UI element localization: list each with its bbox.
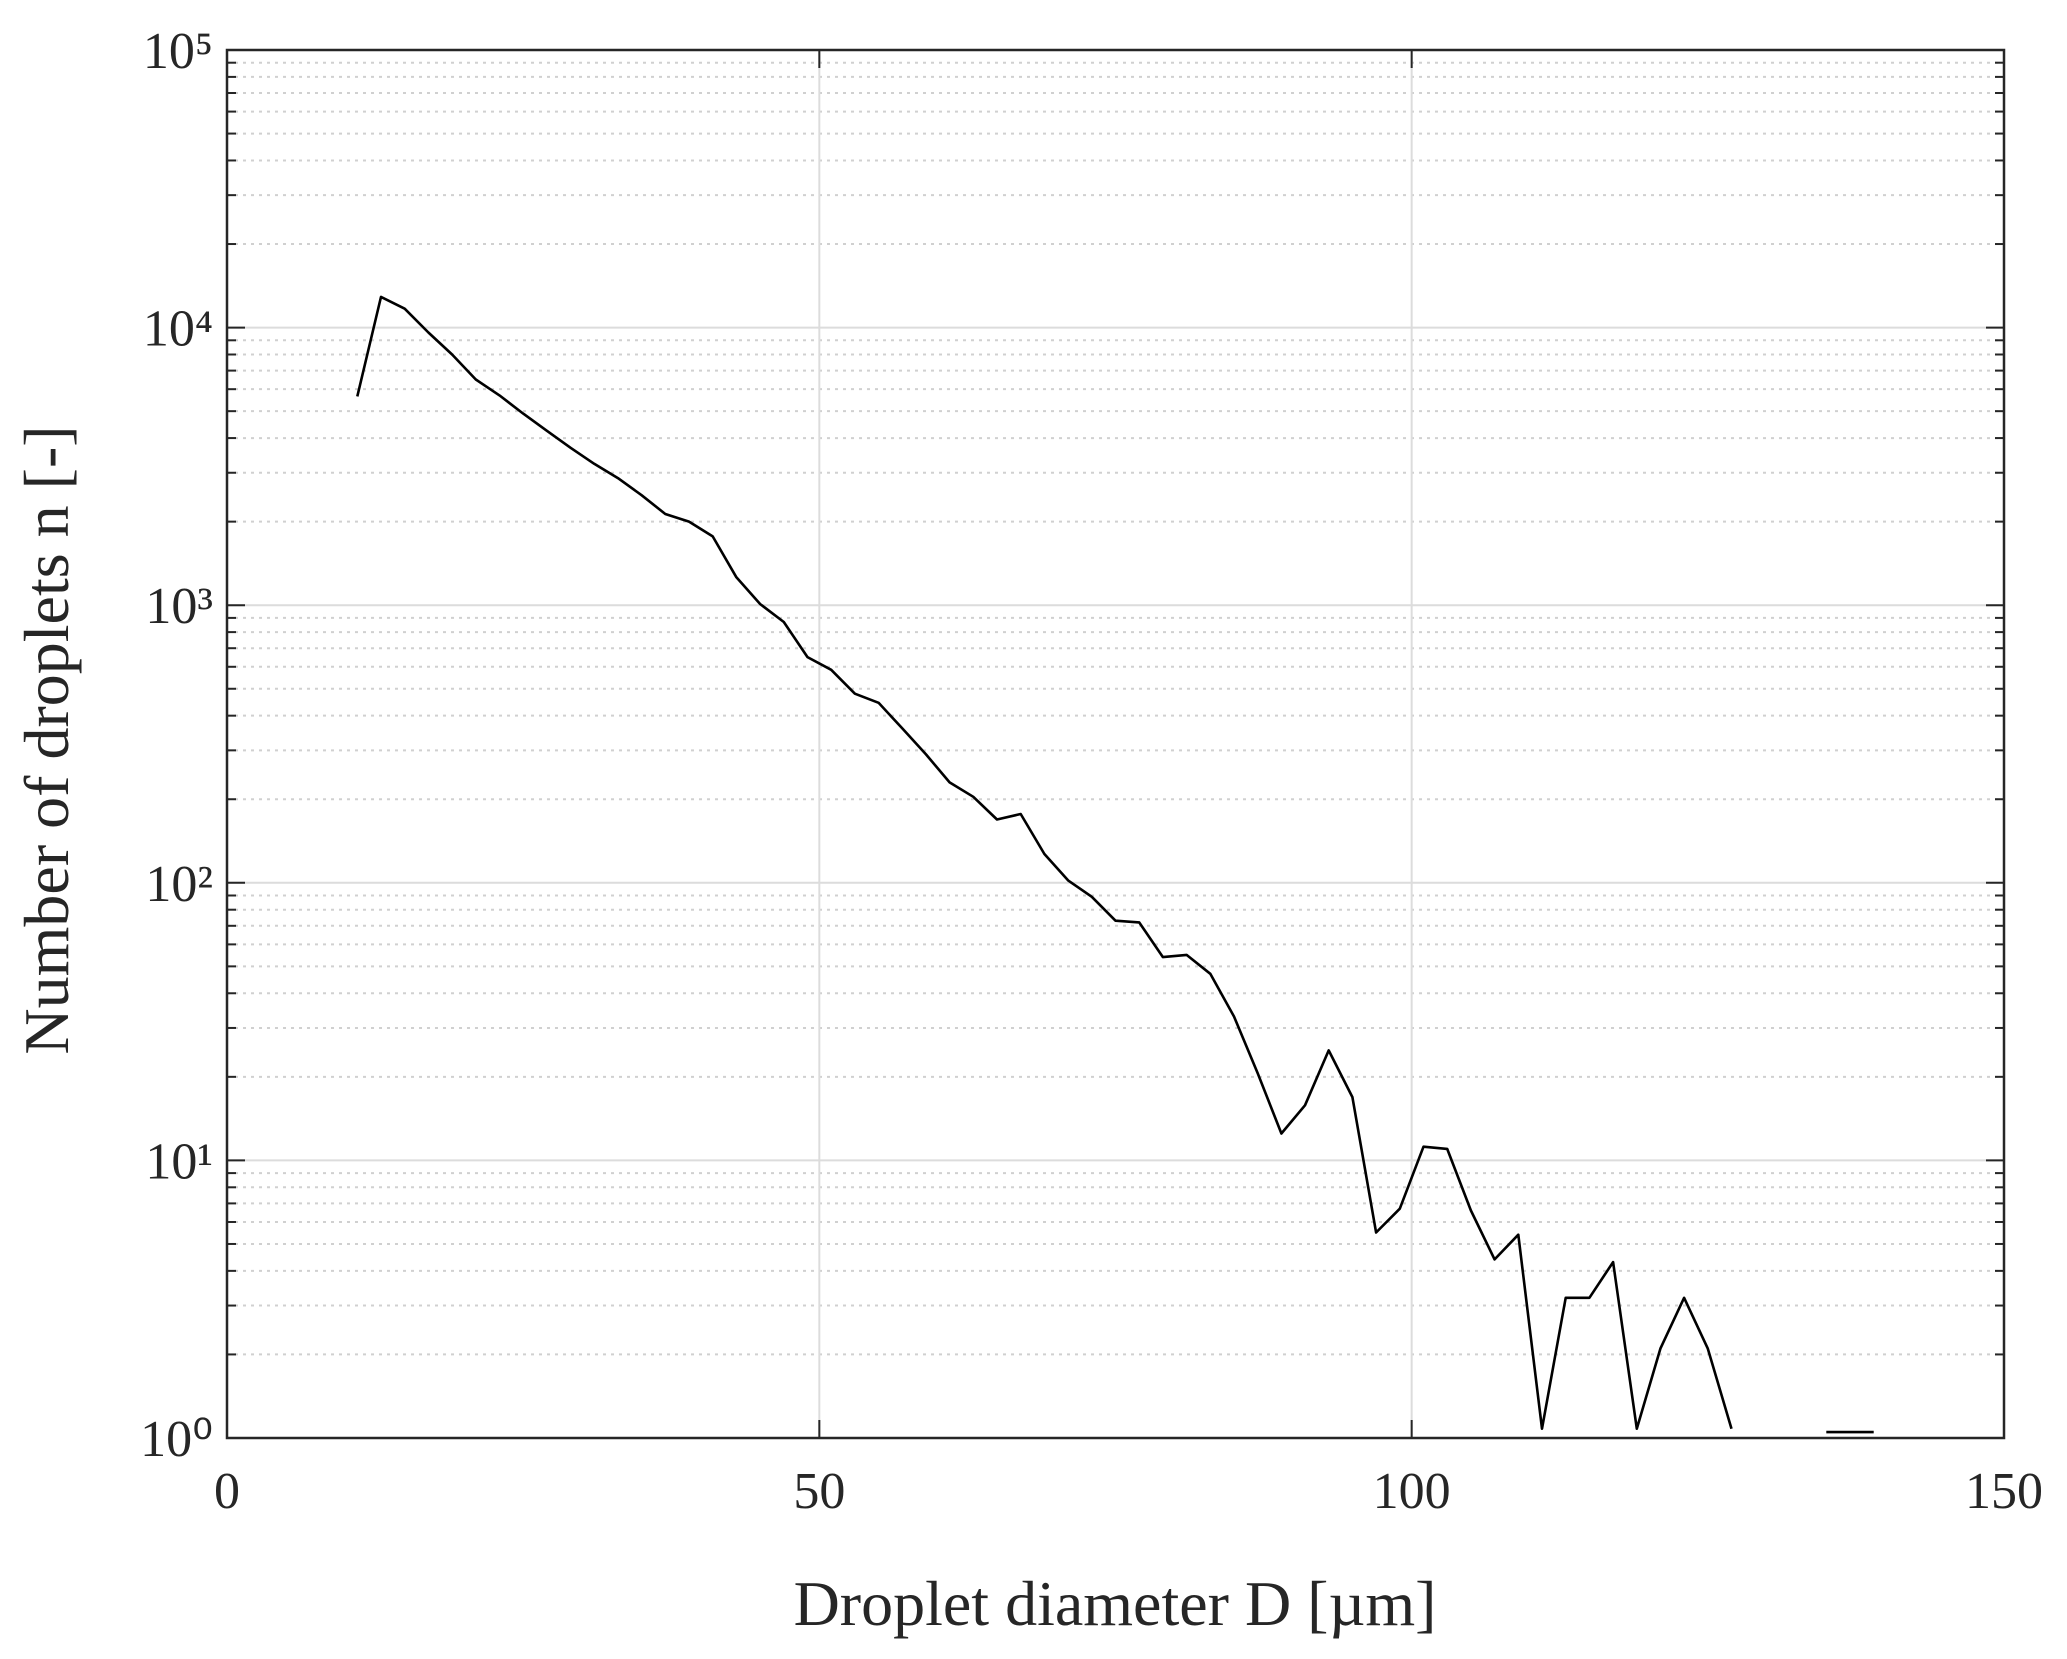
y-axis-label: Number of droplets n [-]: [11, 425, 82, 1054]
x-tick-label: 100: [1373, 1463, 1451, 1520]
x-tick-label: 150: [1965, 1463, 2043, 1520]
x-tick-label: 0: [214, 1463, 240, 1520]
y-tick-label: 10⁰: [140, 1411, 213, 1468]
y-tick-label: 10⁴: [143, 301, 213, 358]
data-line: [356, 295, 1874, 1434]
x-tick-label: 50: [793, 1463, 845, 1520]
axes-box: [225, 48, 2006, 1440]
y-tick-label: 10¹: [145, 1133, 213, 1190]
x-axis-label: Droplet diameter D [µm]: [794, 1568, 1437, 1639]
y-tick-label: 10²: [145, 856, 213, 913]
y-tick-label: 10⁵: [143, 23, 213, 80]
plot-area: [227, 50, 2004, 1438]
y-tick-label: 10³: [145, 578, 213, 635]
